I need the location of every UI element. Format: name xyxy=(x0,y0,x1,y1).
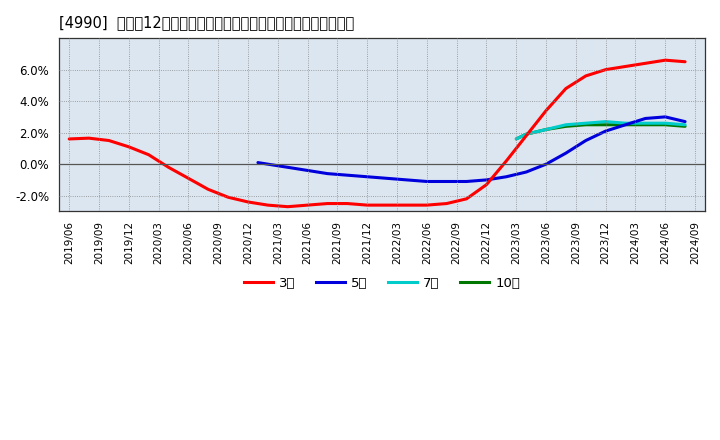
5年 xyxy=(323,171,332,176)
Line: 10年: 10年 xyxy=(516,125,685,139)
5年 xyxy=(621,122,630,128)
3年 xyxy=(343,201,351,206)
3年 xyxy=(442,201,451,206)
3年 xyxy=(303,202,312,208)
7年 xyxy=(522,132,531,137)
3年 xyxy=(104,138,113,143)
5年 xyxy=(541,161,550,167)
10年 xyxy=(621,122,630,128)
5年 xyxy=(641,116,649,121)
5年 xyxy=(284,165,292,170)
5年 xyxy=(343,172,351,178)
5年 xyxy=(383,176,392,181)
5年 xyxy=(601,128,610,134)
5年 xyxy=(363,174,372,180)
3年 xyxy=(641,61,649,66)
3年 xyxy=(621,64,630,69)
3年 xyxy=(284,204,292,209)
3年 xyxy=(502,158,510,164)
3年 xyxy=(462,196,471,202)
3年 xyxy=(184,176,193,181)
Text: [4990]  売上高12か月移動合計の対前年同期増減率の平均値の推移: [4990] 売上高12か月移動合計の対前年同期増減率の平均値の推移 xyxy=(59,15,354,30)
3年 xyxy=(244,199,253,205)
7年 xyxy=(681,122,690,128)
3年 xyxy=(383,202,392,208)
Line: 3年: 3年 xyxy=(69,60,685,207)
10年 xyxy=(512,136,521,142)
5年 xyxy=(253,160,262,165)
3年 xyxy=(402,202,411,208)
5年 xyxy=(661,114,670,120)
5年 xyxy=(562,150,570,156)
7年 xyxy=(641,121,649,126)
10年 xyxy=(661,122,670,128)
3年 xyxy=(522,133,531,139)
7年 xyxy=(541,127,550,132)
5年 xyxy=(482,177,491,183)
7年 xyxy=(582,121,590,126)
10年 xyxy=(562,124,570,129)
5年 xyxy=(522,169,531,175)
3年 xyxy=(562,86,570,91)
10年 xyxy=(601,122,610,128)
5年 xyxy=(582,138,590,143)
5年 xyxy=(402,177,411,183)
3年 xyxy=(582,73,590,79)
7年 xyxy=(601,119,610,124)
7年 xyxy=(621,121,630,126)
3年 xyxy=(601,67,610,72)
3年 xyxy=(661,58,670,63)
3年 xyxy=(144,152,153,158)
10年 xyxy=(641,122,649,128)
3年 xyxy=(264,202,272,208)
5年 xyxy=(303,168,312,173)
10年 xyxy=(522,132,531,137)
5年 xyxy=(502,174,510,180)
Line: 7年: 7年 xyxy=(516,121,685,139)
3年 xyxy=(681,59,690,64)
3年 xyxy=(323,201,332,206)
Legend: 3年, 5年, 7年, 10年: 3年, 5年, 7年, 10年 xyxy=(238,271,526,295)
3年 xyxy=(204,187,212,192)
3年 xyxy=(125,144,133,150)
3年 xyxy=(224,194,233,200)
5年 xyxy=(423,179,431,184)
7年 xyxy=(512,136,521,142)
7年 xyxy=(661,121,670,126)
Line: 5年: 5年 xyxy=(258,117,685,181)
5年 xyxy=(264,161,272,167)
3年 xyxy=(363,202,372,208)
5年 xyxy=(681,119,690,124)
3年 xyxy=(85,136,94,141)
10年 xyxy=(541,127,550,132)
5年 xyxy=(462,179,471,184)
3年 xyxy=(482,182,491,187)
5年 xyxy=(442,179,451,184)
10年 xyxy=(582,122,590,128)
3年 xyxy=(164,165,173,170)
3年 xyxy=(541,108,550,113)
10年 xyxy=(681,124,690,129)
3年 xyxy=(423,202,431,208)
7年 xyxy=(562,122,570,128)
3年 xyxy=(65,136,73,142)
